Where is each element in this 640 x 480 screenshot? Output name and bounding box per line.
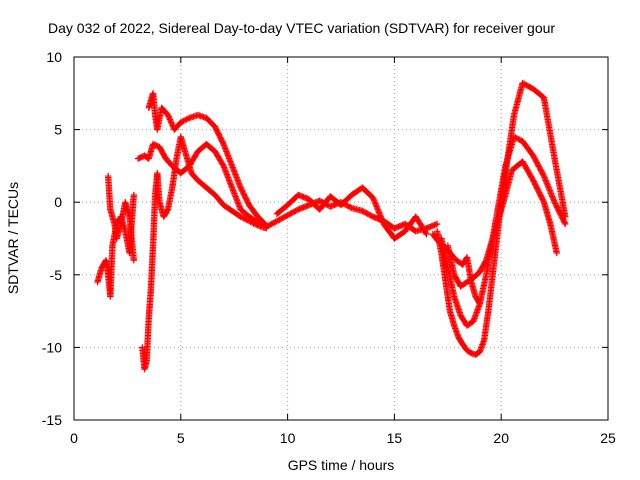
data-points xyxy=(94,79,569,373)
data-point xyxy=(516,136,523,143)
data-point xyxy=(181,116,189,124)
data-point xyxy=(512,134,519,141)
data-point xyxy=(168,120,176,127)
data-point xyxy=(243,216,250,223)
data-point xyxy=(562,220,569,228)
data-point xyxy=(166,116,174,123)
data-point xyxy=(184,115,192,122)
data-point xyxy=(179,118,186,125)
data-point xyxy=(164,207,171,214)
data-point xyxy=(540,171,547,178)
axis-ticks xyxy=(73,56,609,421)
y-tick-label: -15 xyxy=(42,412,62,428)
y-tick-label: 10 xyxy=(46,49,62,65)
data-point xyxy=(169,122,176,129)
plot-frame xyxy=(73,56,609,421)
data-point xyxy=(164,111,172,119)
series-track-7 xyxy=(273,184,430,242)
x-tick-labels: 0 5 10 15 20 25 xyxy=(70,430,616,446)
chart-title: Day 032 of 2022, Sidereal Day-to-day VTE… xyxy=(48,20,555,36)
series-track-10 xyxy=(444,158,560,290)
data-point xyxy=(177,119,184,126)
y-tick-label: 5 xyxy=(54,122,62,138)
data-point xyxy=(130,257,138,264)
data-point xyxy=(515,135,522,143)
data-point xyxy=(183,116,190,123)
data-point xyxy=(238,214,246,221)
data-point xyxy=(165,113,172,120)
x-tick-label: 0 xyxy=(70,430,78,446)
data-point xyxy=(433,220,441,228)
data-point xyxy=(513,135,521,142)
data-point xyxy=(166,114,173,122)
series-track-2 xyxy=(104,172,138,264)
data-point xyxy=(553,249,560,257)
data-point xyxy=(167,117,174,125)
x-tick-label: 5 xyxy=(177,430,185,446)
x-axis-label: GPS time / hours xyxy=(288,457,395,473)
data-point xyxy=(219,161,226,168)
x-tick-label: 25 xyxy=(600,430,616,446)
y-tick-label: 0 xyxy=(54,194,62,210)
x-tick-label: 20 xyxy=(493,430,509,446)
data-point xyxy=(240,214,247,222)
data-point xyxy=(167,119,175,126)
data-point xyxy=(482,258,489,265)
data-point xyxy=(254,219,261,226)
data-point xyxy=(423,230,430,238)
x-tick-label: 10 xyxy=(280,430,296,446)
y-axis-label: SDTVAR / TECUs xyxy=(5,182,21,294)
series-track-4 xyxy=(134,140,270,231)
data-point xyxy=(347,204,354,211)
y-tick-labels: -15 -10 -5 0 5 10 xyxy=(42,49,62,428)
x-tick-label: 15 xyxy=(387,430,403,446)
series-track-3 xyxy=(139,133,270,373)
data-point xyxy=(180,117,187,125)
y-tick-label: -5 xyxy=(50,267,63,283)
data-point xyxy=(422,229,429,237)
y-tick-label: -10 xyxy=(42,339,62,355)
data-point xyxy=(130,191,138,199)
data-point xyxy=(510,133,518,141)
grid-lines xyxy=(74,57,608,420)
data-point xyxy=(476,300,484,308)
data-point xyxy=(475,299,483,306)
data-point xyxy=(219,139,227,146)
data-point xyxy=(540,197,547,205)
series-track-11 xyxy=(429,230,484,308)
data-point xyxy=(241,215,249,223)
data-point xyxy=(561,219,568,226)
data-point xyxy=(237,213,244,220)
